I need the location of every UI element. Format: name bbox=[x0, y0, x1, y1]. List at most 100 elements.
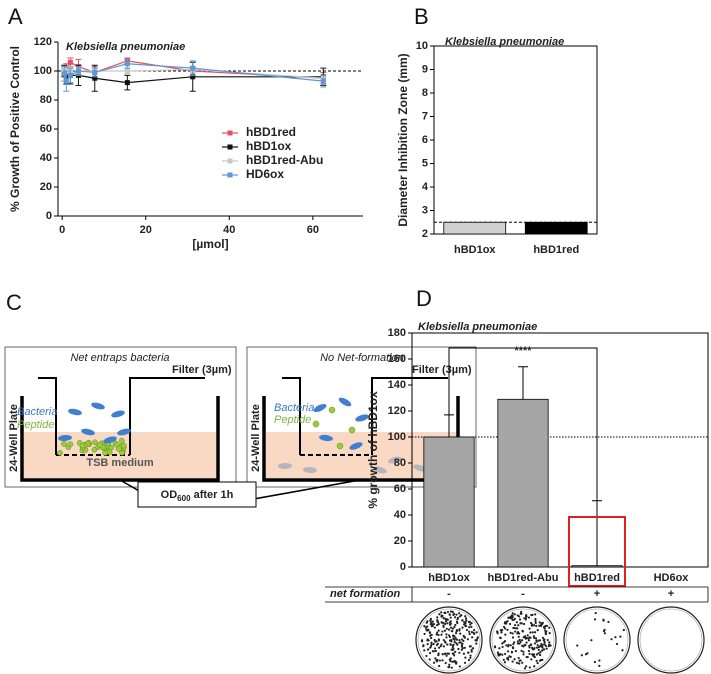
colony bbox=[433, 647, 437, 650]
colony bbox=[458, 628, 461, 631]
bacterium bbox=[349, 442, 363, 450]
panel-label: B bbox=[414, 4, 429, 29]
marker bbox=[124, 80, 130, 86]
colony bbox=[449, 660, 452, 663]
legend-marker bbox=[227, 172, 233, 178]
colony bbox=[514, 623, 517, 627]
colony bbox=[461, 619, 464, 622]
colony bbox=[423, 625, 426, 628]
insert bbox=[371, 377, 448, 455]
colony bbox=[461, 638, 464, 641]
colony bbox=[468, 626, 471, 629]
peptide bbox=[92, 439, 98, 446]
colony bbox=[535, 624, 538, 628]
significance-bracket bbox=[448, 347, 598, 501]
colony bbox=[470, 648, 473, 651]
bacterium bbox=[313, 403, 327, 413]
bacterium bbox=[319, 434, 333, 442]
colony bbox=[451, 646, 454, 649]
colony bbox=[466, 638, 469, 641]
colony bbox=[475, 631, 478, 634]
colony bbox=[426, 620, 429, 623]
colony bbox=[525, 615, 528, 618]
colony bbox=[517, 624, 520, 627]
colony bbox=[528, 652, 531, 655]
axes-frame bbox=[411, 332, 709, 568]
colony bbox=[437, 646, 441, 649]
colony bbox=[452, 634, 455, 637]
y-tick-label: 3 bbox=[422, 204, 428, 216]
colony bbox=[444, 622, 447, 626]
colony bbox=[436, 619, 439, 622]
plate bbox=[415, 606, 483, 674]
peptide bbox=[121, 442, 127, 449]
colony bbox=[509, 644, 512, 647]
colony bbox=[442, 638, 445, 642]
colony bbox=[454, 650, 457, 653]
colony bbox=[584, 653, 588, 656]
colony bbox=[464, 656, 467, 659]
colony bbox=[519, 659, 522, 662]
colony bbox=[433, 638, 436, 642]
colony bbox=[524, 618, 528, 621]
colony bbox=[420, 640, 424, 643]
colony bbox=[622, 628, 625, 632]
colony bbox=[443, 640, 447, 643]
readout-rest: after 1h bbox=[191, 489, 234, 501]
colony bbox=[520, 610, 523, 614]
bar bbox=[524, 221, 588, 235]
colony bbox=[447, 652, 451, 655]
colony bbox=[515, 621, 518, 624]
panel-label: D bbox=[416, 286, 432, 311]
colony bbox=[470, 631, 474, 634]
colony bbox=[494, 646, 497, 649]
colony bbox=[533, 655, 536, 659]
colony bbox=[429, 631, 432, 635]
colony bbox=[521, 644, 524, 647]
colony bbox=[502, 658, 505, 661]
bacterium bbox=[81, 428, 95, 436]
colony bbox=[438, 659, 442, 662]
colony bbox=[509, 655, 512, 658]
colony bbox=[518, 632, 521, 635]
y-tick-label: 9 bbox=[422, 63, 428, 75]
colony bbox=[544, 624, 547, 628]
colony bbox=[513, 641, 516, 644]
colony bbox=[533, 636, 536, 640]
colony bbox=[455, 642, 458, 645]
colony bbox=[496, 630, 499, 634]
colony bbox=[453, 659, 456, 663]
colony bbox=[455, 613, 458, 616]
chart-title: Klebsiella pneumoniae bbox=[445, 36, 564, 48]
colony bbox=[544, 630, 547, 633]
bacteria-label: Bacteria bbox=[17, 406, 57, 418]
colony bbox=[471, 647, 475, 650]
x-axis-label: [µmol] bbox=[192, 237, 228, 251]
colony bbox=[533, 631, 537, 634]
colony bbox=[518, 615, 521, 618]
colony bbox=[538, 645, 542, 648]
colony bbox=[453, 640, 456, 644]
colony bbox=[427, 629, 430, 632]
colony bbox=[432, 622, 436, 626]
peptide bbox=[97, 442, 103, 448]
x-tick-label: hBD1red bbox=[574, 572, 620, 584]
colony bbox=[454, 632, 458, 635]
colony bbox=[540, 642, 543, 646]
colony bbox=[459, 632, 462, 635]
row-label: net formation bbox=[330, 588, 401, 600]
colony bbox=[444, 620, 448, 623]
y-tick-label: 80 bbox=[40, 94, 52, 106]
x-tick-label: 60 bbox=[307, 224, 319, 236]
colony bbox=[430, 636, 433, 640]
marker bbox=[124, 68, 130, 74]
marker bbox=[67, 59, 73, 65]
colony bbox=[518, 618, 522, 621]
colony bbox=[446, 610, 450, 614]
x-tick-label: hBD1red-Abu bbox=[488, 572, 559, 584]
colony bbox=[602, 629, 606, 633]
colony bbox=[598, 664, 601, 667]
colony bbox=[442, 645, 445, 648]
colony bbox=[444, 661, 447, 665]
legend-label: hBD1red bbox=[246, 125, 296, 139]
